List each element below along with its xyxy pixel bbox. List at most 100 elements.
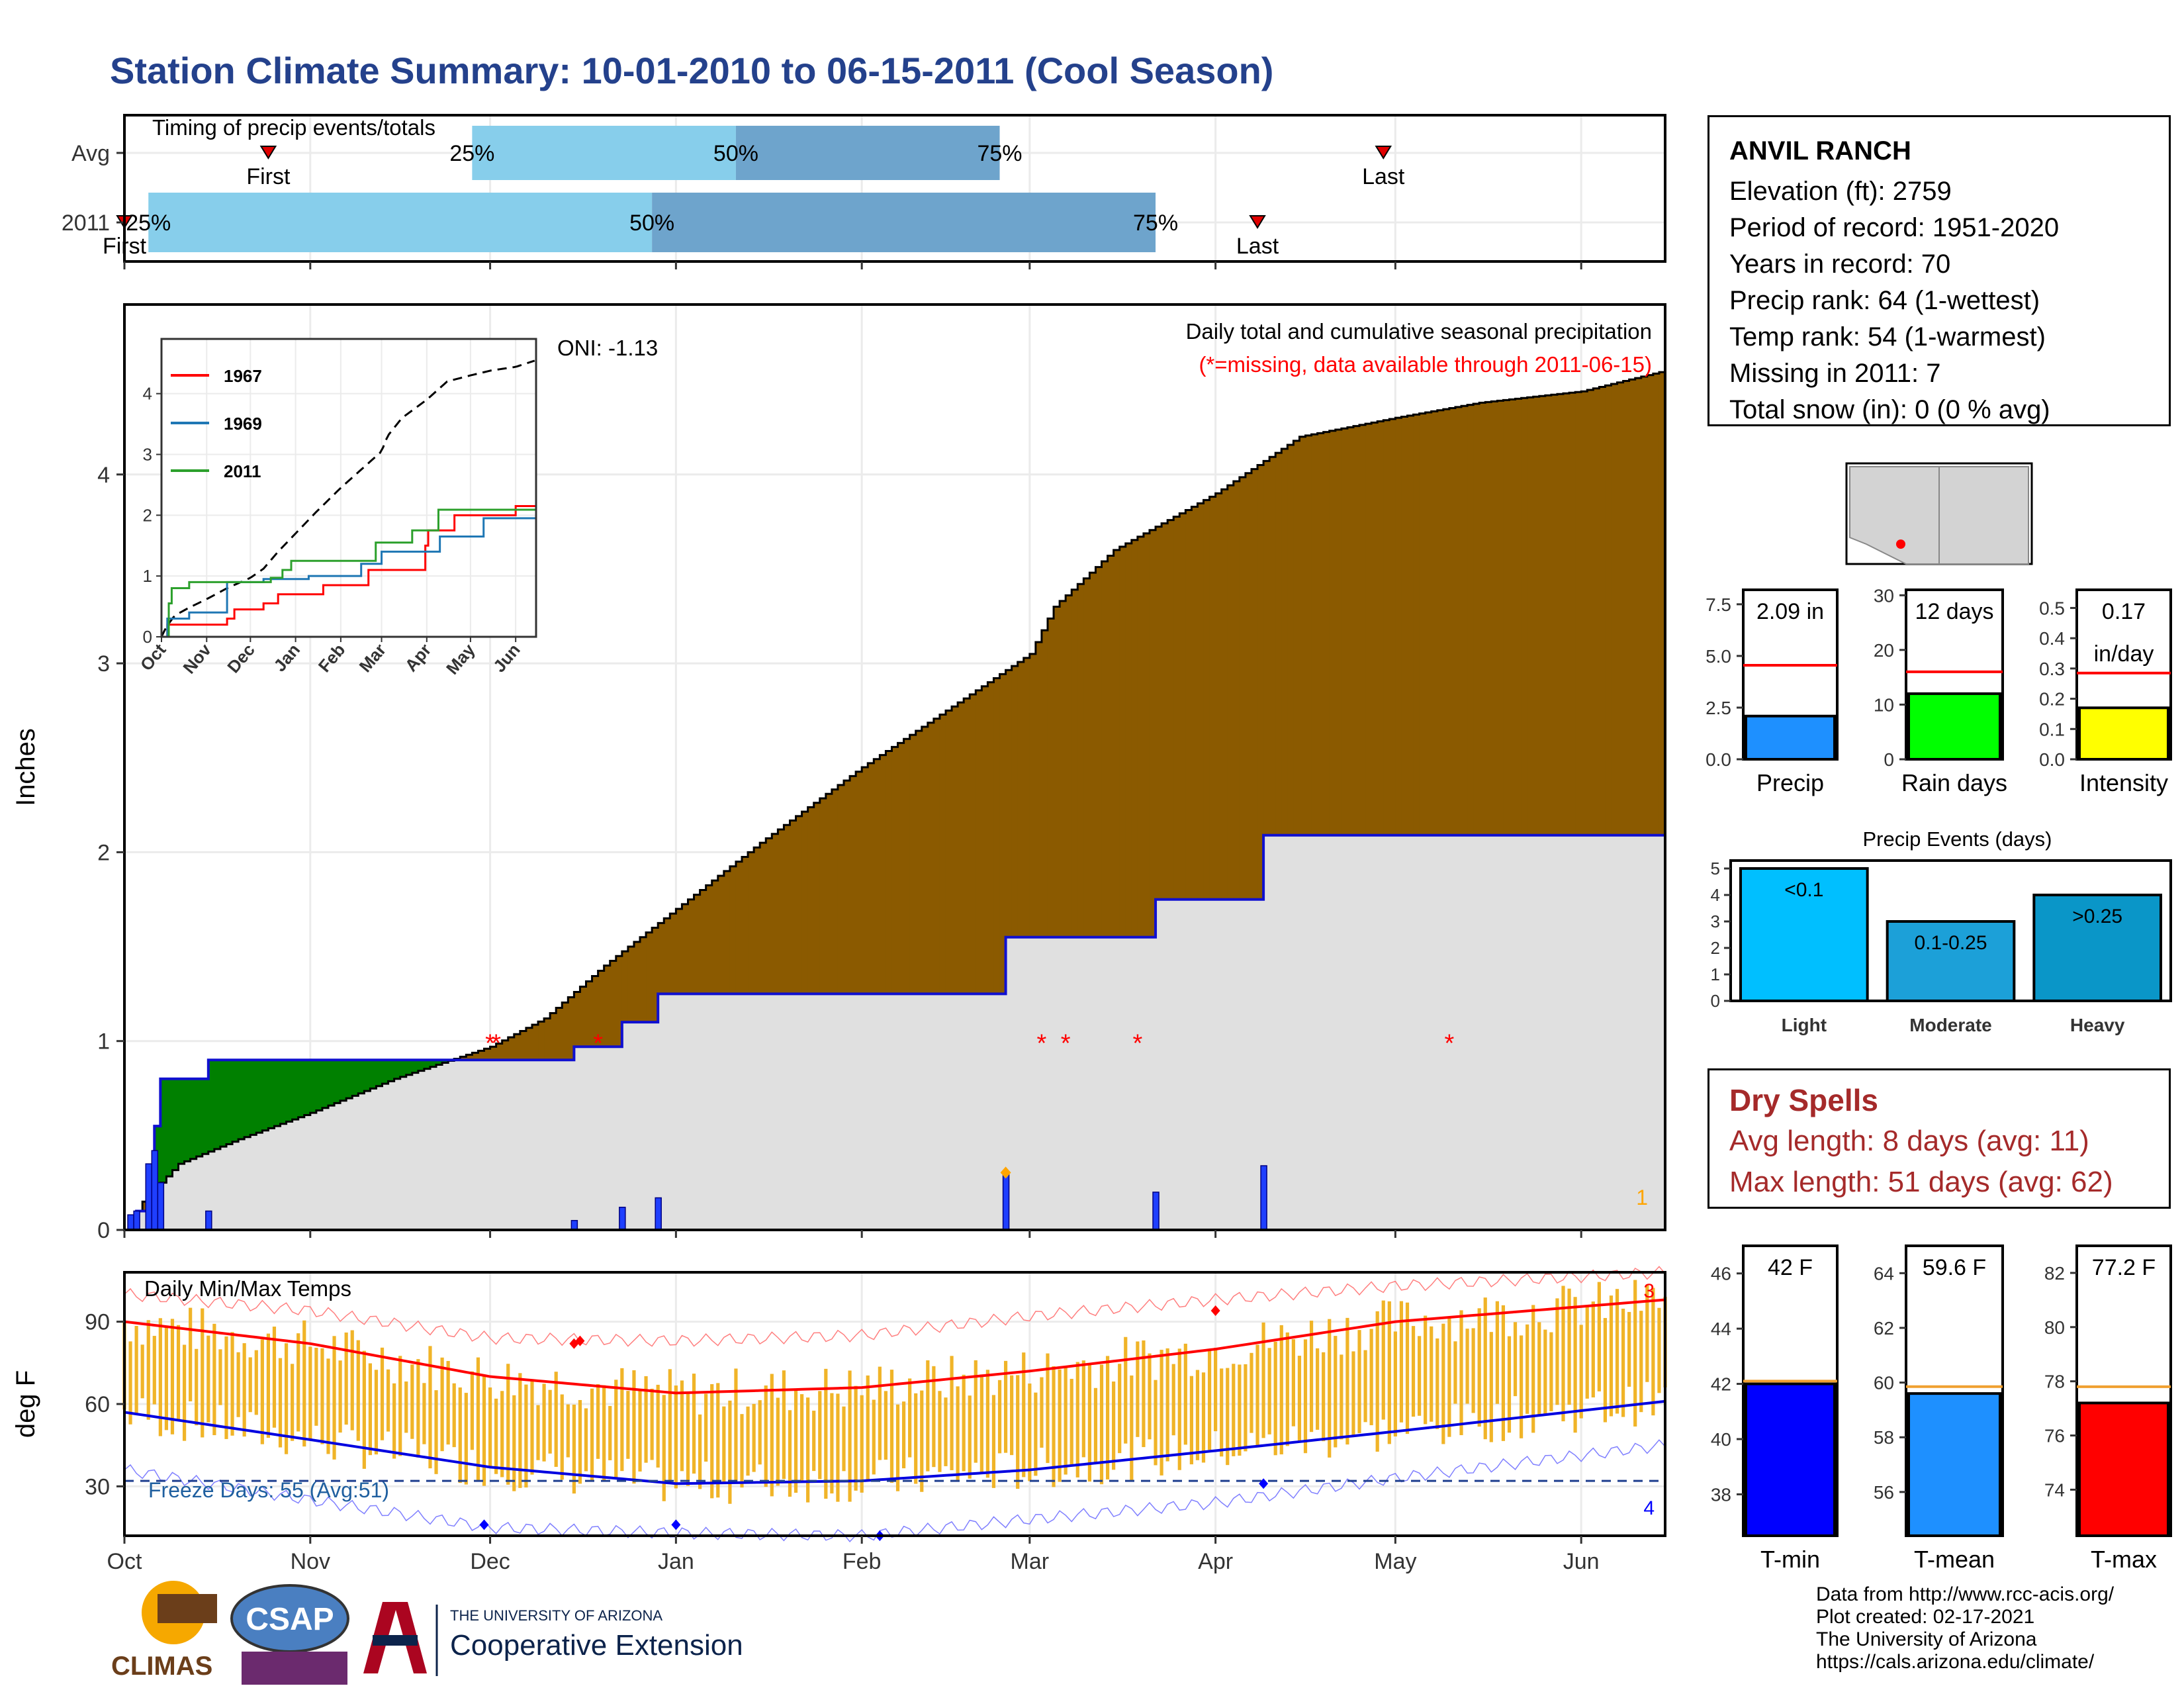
surplus-area xyxy=(214,1060,221,1149)
daily-temp-bar xyxy=(1177,1348,1181,1470)
station-line: Temp rank: 54 (1-warmest) xyxy=(1729,322,2046,352)
deficit-area xyxy=(1401,416,1408,835)
daily-temp-bar xyxy=(1207,1350,1212,1450)
deficit-area xyxy=(1569,393,1576,835)
daily-precip-bar xyxy=(151,1150,159,1231)
deficit-area xyxy=(970,694,976,994)
daily-temp-bar xyxy=(1075,1362,1079,1477)
timing-label-last: Last xyxy=(1236,234,1279,259)
timing-row-label: 2011 xyxy=(62,211,110,236)
daily-temp-bar xyxy=(524,1384,528,1488)
daily-temp-bar xyxy=(920,1390,924,1492)
timing-marker-first xyxy=(259,146,277,160)
daily-temp-bar xyxy=(1052,1366,1056,1487)
daily-temp-bar xyxy=(1411,1326,1416,1417)
daily-temp-bar xyxy=(1609,1295,1614,1417)
deficit-area xyxy=(1101,561,1109,937)
deficit-area xyxy=(874,759,880,994)
deficit-area xyxy=(856,771,862,994)
deficit-area xyxy=(915,730,923,994)
mini-category-label: T-mean xyxy=(1914,1546,1995,1573)
deficit-area xyxy=(1455,406,1462,835)
daily-temp-bar xyxy=(368,1363,372,1456)
deficit-area xyxy=(1563,393,1570,835)
mini-bar xyxy=(2078,1401,2169,1538)
daily-temp-bar xyxy=(1328,1319,1332,1458)
mini-y-tick: 44 xyxy=(1711,1319,1731,1339)
daily-temp-bar xyxy=(1010,1375,1014,1456)
deficit-area xyxy=(844,780,850,994)
deficit-area xyxy=(927,722,934,994)
daily-temp-bar xyxy=(932,1366,936,1468)
daily-temp-bar xyxy=(740,1414,744,1488)
mini-bar xyxy=(1745,1382,1836,1538)
event-category-label: Light xyxy=(1782,1015,1827,1035)
mini-value-label: 59.6 F xyxy=(1923,1255,1986,1280)
mini-y-tick: 20 xyxy=(1874,640,1894,661)
surplus-area xyxy=(256,1060,263,1133)
mini-y-tick: 0.2 xyxy=(2039,689,2065,710)
csap-logo-text: CSAP xyxy=(246,1602,334,1637)
daily-temp-bar xyxy=(1651,1288,1655,1416)
daily-temp-bar xyxy=(770,1374,774,1497)
deficit-area xyxy=(850,776,856,994)
event-category-label: Moderate xyxy=(1909,1015,1991,1035)
mini-bar xyxy=(1907,1392,2001,1537)
deficit-area xyxy=(1515,399,1522,835)
daily-temp-bar xyxy=(1369,1329,1373,1426)
ua-logo-icon xyxy=(363,1602,427,1673)
deficit-area xyxy=(1017,662,1024,937)
daily-temp-bar xyxy=(1214,1347,1218,1432)
legend-label: 1967 xyxy=(224,366,262,386)
deficit-area xyxy=(640,937,647,1023)
deficit-area xyxy=(1431,411,1438,835)
deficit-area xyxy=(1371,422,1378,835)
daily-precip-bar xyxy=(1260,1165,1267,1231)
daily-temp-bar xyxy=(710,1383,714,1499)
inset-avg-line xyxy=(160,359,535,637)
daily-temp-bar xyxy=(668,1369,672,1481)
y-tick-label: 90 xyxy=(85,1310,110,1335)
deficit-area xyxy=(670,914,676,994)
daily-temp-bar xyxy=(991,1395,996,1488)
daily-precip-bar xyxy=(619,1207,626,1231)
deficit-area xyxy=(1233,481,1240,900)
avg-max-line xyxy=(124,1298,1666,1395)
record-high-marker xyxy=(575,1335,585,1346)
footer-line: Plot created: 02-17-2021 xyxy=(1816,1606,2035,1628)
deficit-area xyxy=(1269,457,1276,835)
mini-y-tick: 58 xyxy=(1874,1427,1894,1448)
surplus-area xyxy=(196,1078,203,1157)
daily-temp-bar xyxy=(1112,1381,1116,1470)
daily-temp-bar xyxy=(1034,1392,1038,1476)
deficit-area xyxy=(1311,434,1318,835)
inset-bg xyxy=(161,339,536,637)
mini-y-tick: 62 xyxy=(1874,1318,1894,1338)
daily-temp-bar xyxy=(374,1370,379,1455)
dry-spells-avg: Avg length: 8 days (avg: 11) xyxy=(1729,1125,2089,1157)
deficit-area xyxy=(525,1027,533,1060)
daily-temp-bar xyxy=(1345,1317,1349,1445)
deficit-area xyxy=(1257,465,1264,900)
surplus-area xyxy=(382,1060,389,1084)
daily-temp-bar xyxy=(344,1332,348,1425)
footer-line: https://cals.arizona.edu/climate/ xyxy=(1816,1651,2095,1673)
deficit-area xyxy=(1125,543,1132,937)
daily-temp-bar xyxy=(884,1391,888,1460)
footer-line: The University of Arizona xyxy=(1816,1628,2037,1650)
mini-y-tick: 40 xyxy=(1711,1429,1731,1450)
deficit-area xyxy=(1113,549,1120,937)
y-tick-label: 0 xyxy=(97,1218,110,1243)
daily-temp-bar xyxy=(1447,1316,1451,1437)
deficit-area xyxy=(705,885,713,994)
daily-temp-bar xyxy=(1130,1375,1134,1481)
daily-temp-bar xyxy=(836,1393,840,1502)
daily-temp-bar xyxy=(674,1385,678,1489)
deficit-area xyxy=(1156,526,1162,900)
daily-temp-bar xyxy=(716,1383,720,1498)
daily-temp-bar xyxy=(1597,1282,1601,1391)
new-mexico-shape xyxy=(1938,466,2029,565)
dry-spells-title: Dry Spells xyxy=(1729,1083,1878,1117)
